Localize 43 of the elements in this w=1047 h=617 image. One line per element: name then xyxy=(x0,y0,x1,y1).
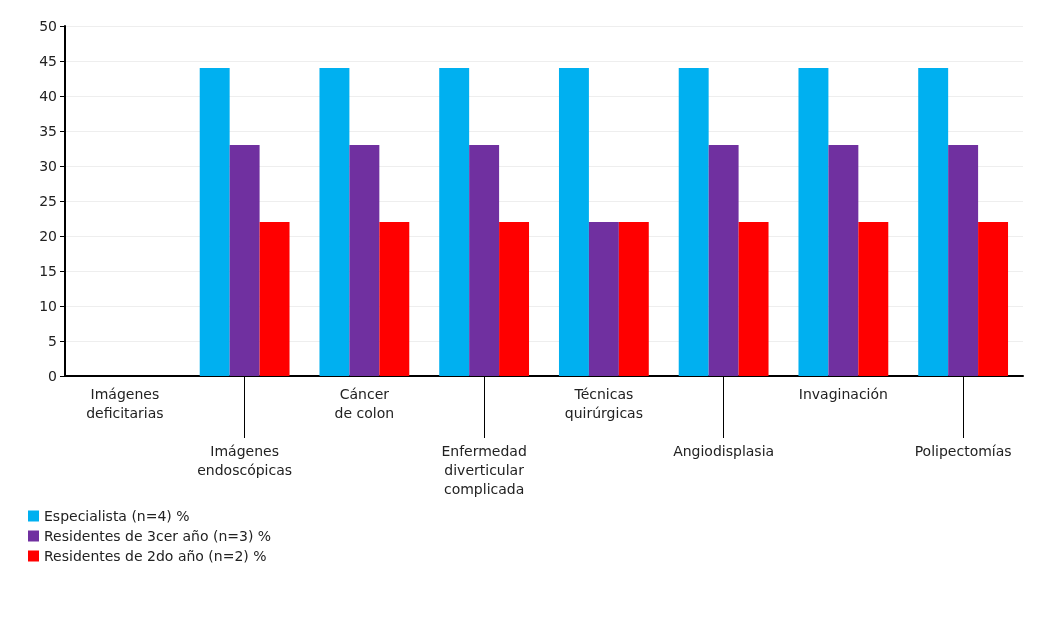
y-tick-label: 45 xyxy=(39,53,57,69)
bar xyxy=(858,222,889,376)
bar xyxy=(469,145,500,376)
y-tick-label: 40 xyxy=(39,88,57,104)
x-tick-label: Técnicas quirúrgicas xyxy=(564,385,643,421)
y-tick-label: 10 xyxy=(39,298,57,314)
y-tick-label: 5 xyxy=(48,333,57,349)
bar xyxy=(618,222,649,376)
bar xyxy=(708,145,739,376)
bar xyxy=(678,68,709,376)
legend-label: Residentes de 3cer año (n=3) % xyxy=(44,528,272,544)
y-tick-label: 50 xyxy=(39,18,57,34)
x-tick-label: Cáncer de colon xyxy=(334,385,395,421)
bar xyxy=(558,68,589,376)
bar xyxy=(738,222,769,376)
x-tick-label: Invaginación xyxy=(798,385,888,402)
x-tick-label: Polipectomías xyxy=(914,442,1012,459)
bar xyxy=(199,68,230,376)
y-tick-label: 20 xyxy=(39,228,57,244)
x-tick-label: Imágenes deficitarias xyxy=(86,385,164,421)
bar xyxy=(828,145,859,376)
bar xyxy=(259,222,290,376)
y-tick-label: 35 xyxy=(39,123,57,139)
bar xyxy=(439,68,470,376)
legend-label: Especialista (n=4) % xyxy=(44,508,190,524)
x-tick-label: Enfermedad diverticular complicada xyxy=(441,442,527,497)
bar xyxy=(588,222,619,376)
bar xyxy=(379,222,410,376)
bar xyxy=(978,222,1009,376)
x-tick-label: Imágenes endoscópicas xyxy=(197,442,293,478)
bar xyxy=(918,68,949,376)
bar xyxy=(319,68,350,376)
x-tick-label: Angiodisplasia xyxy=(673,442,775,459)
y-tick-label: 30 xyxy=(39,158,57,174)
bar xyxy=(229,145,260,376)
bar xyxy=(798,68,829,376)
y-tick-label: 25 xyxy=(39,193,57,209)
y-tick-label: 15 xyxy=(39,263,57,279)
bar xyxy=(349,145,380,376)
bar xyxy=(499,222,530,376)
bar xyxy=(948,145,979,376)
legend-label: Residentes de 2do año (n=2) % xyxy=(44,548,267,564)
y-tick-label: 0 xyxy=(48,368,57,384)
